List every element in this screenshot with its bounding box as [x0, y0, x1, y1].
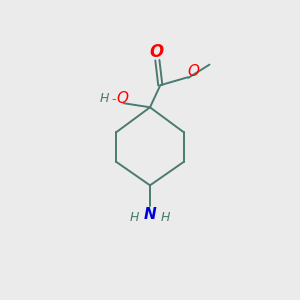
Text: H: H [160, 211, 170, 224]
Text: -: - [111, 93, 116, 106]
Text: H: H [130, 211, 140, 224]
Text: O: O [150, 43, 164, 61]
Text: O: O [116, 91, 128, 106]
Text: H: H [100, 92, 109, 105]
Text: O: O [187, 64, 199, 80]
Text: N: N [144, 207, 156, 222]
